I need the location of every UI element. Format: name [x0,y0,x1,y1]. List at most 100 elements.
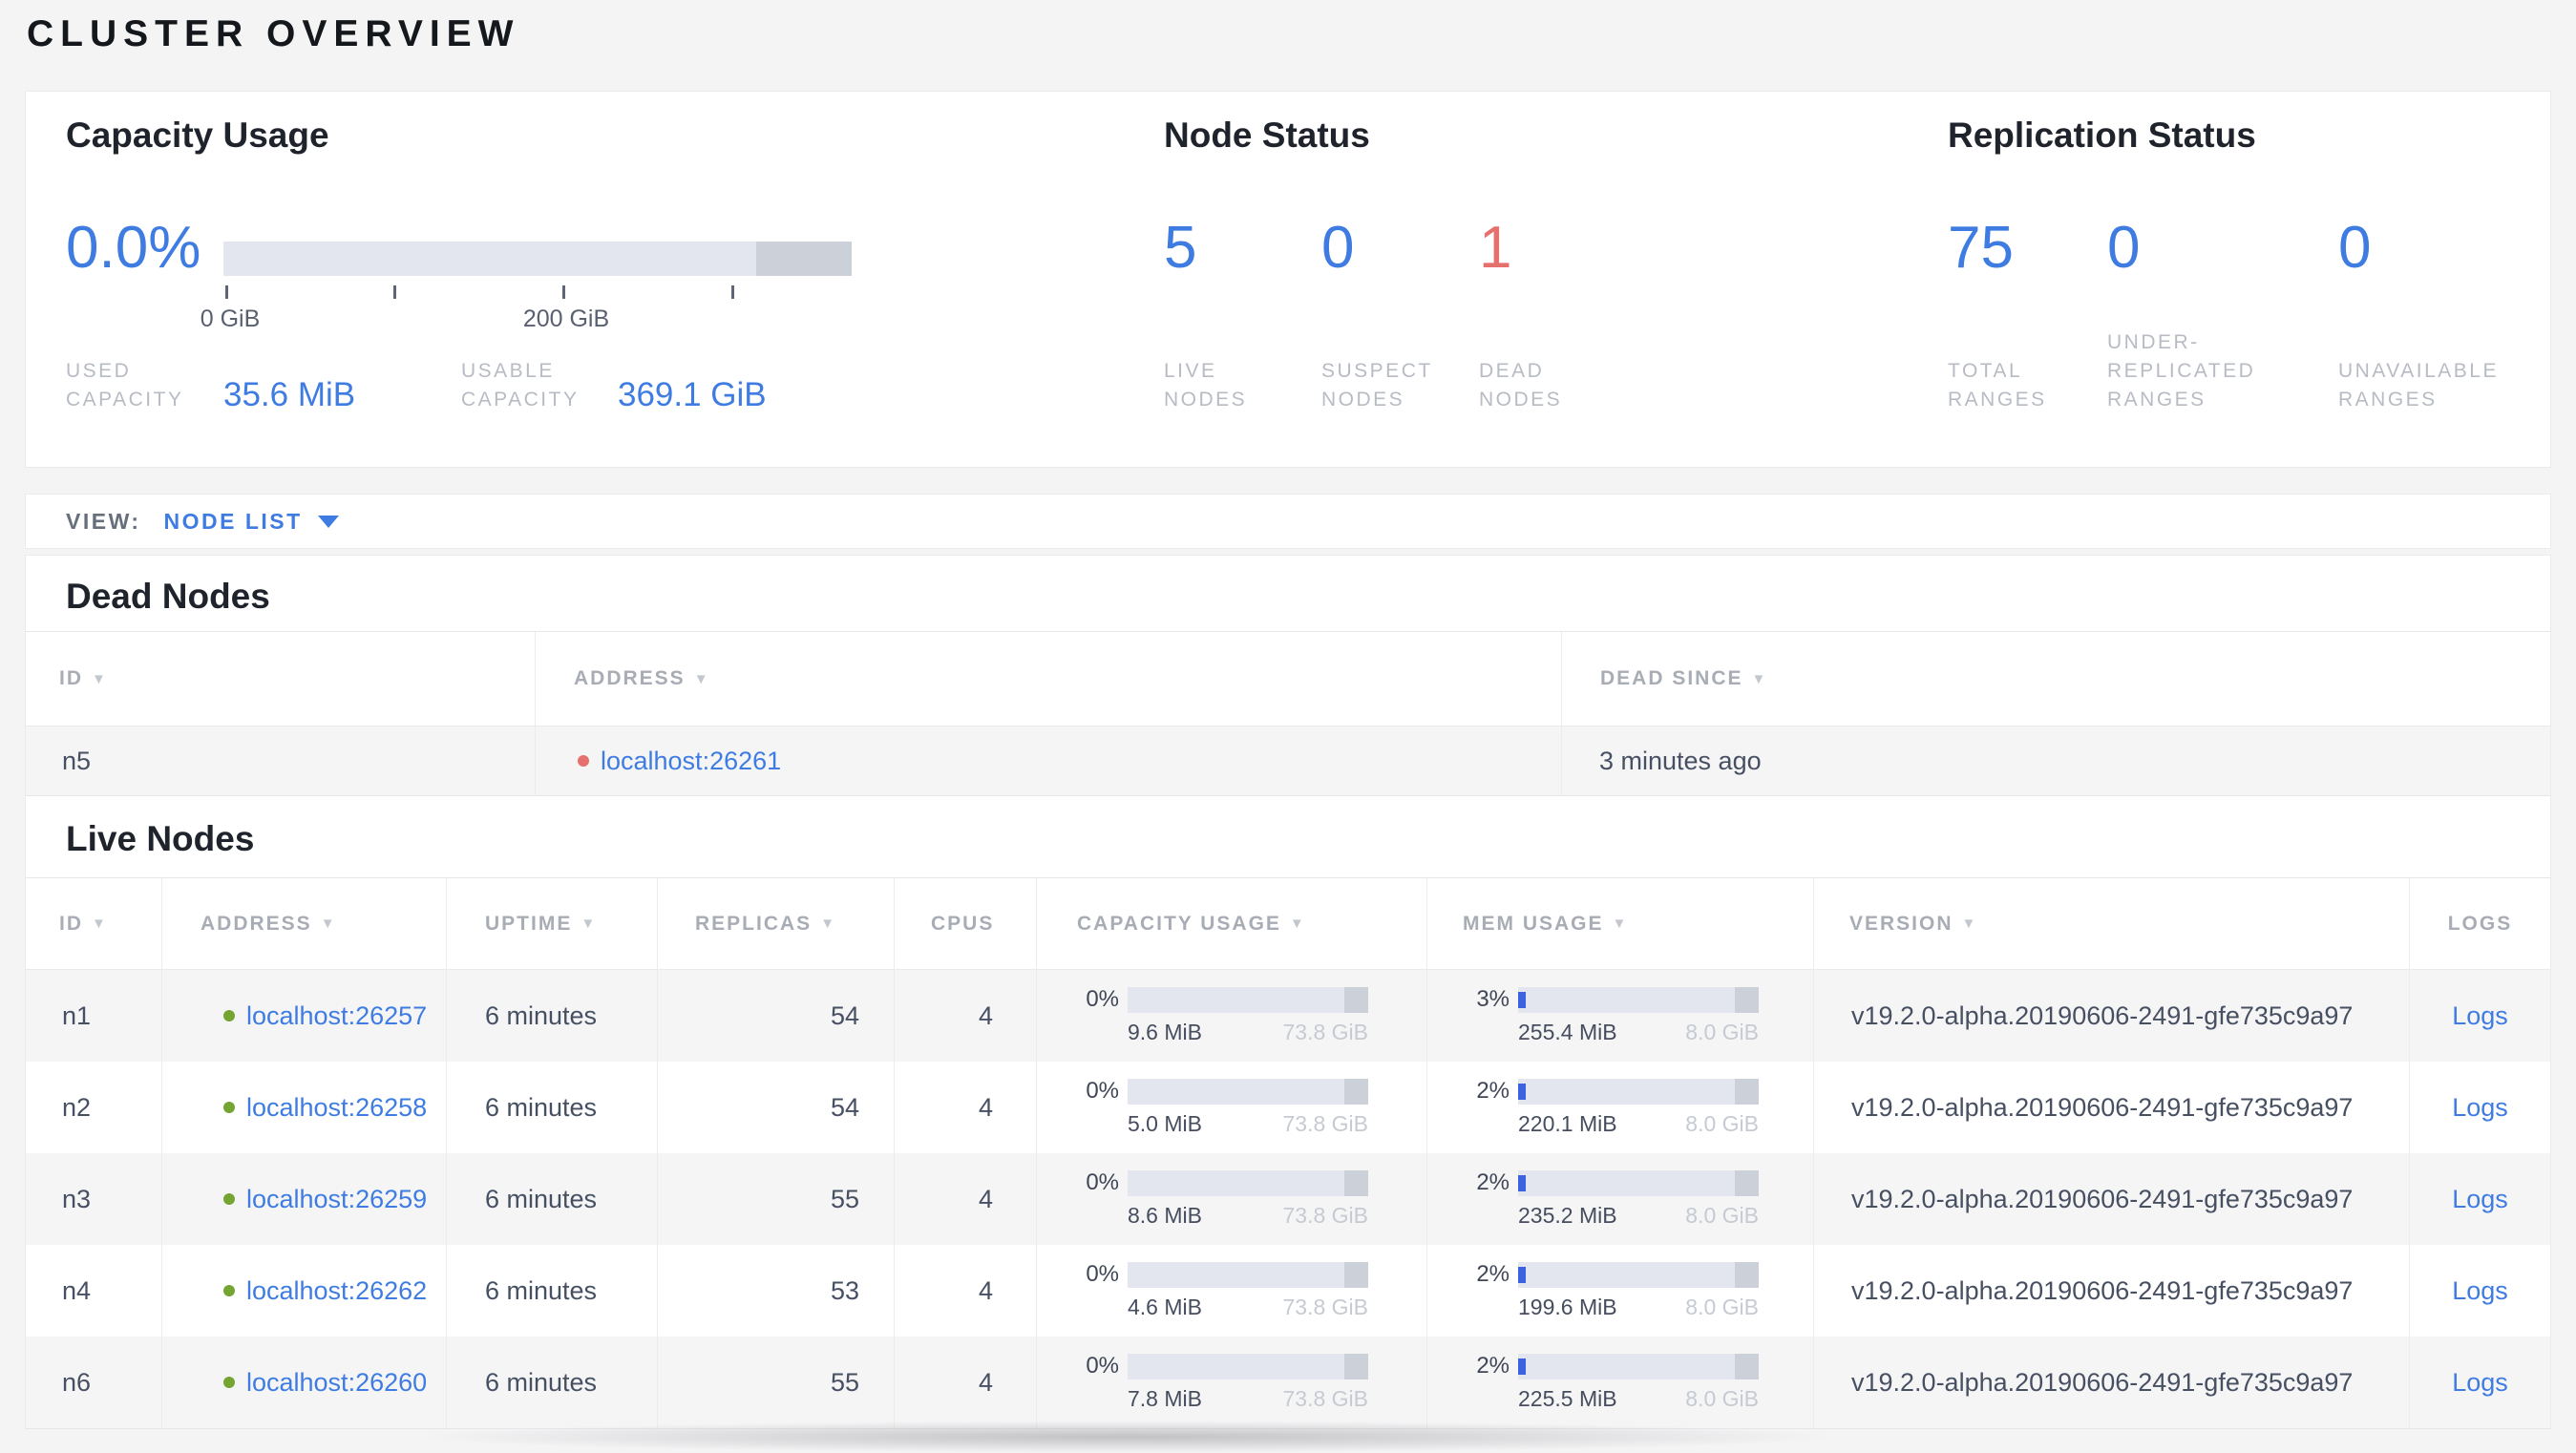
node-address-link[interactable]: localhost:26257 [246,1000,428,1030]
node-logs-link[interactable]: Logs [2452,1092,2508,1122]
col-header-label: VERSION [1849,912,1953,935]
usage-bar-track [1128,1078,1368,1105]
usable-capacity-label: USABLE CAPACITY [461,360,580,411]
node-logs-link[interactable]: Logs [2452,1000,2508,1030]
cell-dead_since: 3 minutes ago [1562,726,2550,795]
node-address-link[interactable]: localhost:26258 [246,1092,428,1122]
version-value: v19.2.0-alpha.20190606-2491-gfe735c9a97 [1851,1092,2354,1122]
cell-replicas: 55 [658,1153,895,1245]
col-header-label: UPTIME [485,912,573,935]
usage-pct: 0% [1086,986,1119,1012]
node-logs-link[interactable]: Logs [2452,1367,2508,1397]
usage-pct: 0% [1086,1169,1119,1195]
usage-total-value: 8.0 GiB [1685,1111,1759,1136]
usage-pct: 2% [1476,1078,1510,1104]
usage-bar-row: 0% [1037,1078,1426,1105]
col-header-label: MEM USAGE [1463,912,1604,935]
node-status-dot [223,1193,235,1205]
usage-bar-row: 3% [1427,986,1813,1013]
sort-desc-icon: ▼ [1751,670,1768,687]
node-status-heading: Node Status [1164,116,1370,155]
col-header-cpus: CPUS [895,878,1037,969]
sort-desc-icon: ▼ [1289,916,1306,932]
page-title: CLUSTER OVERVIEW [27,13,520,54]
col-header-uptime[interactable]: UPTIME ▼ [447,878,658,969]
usage-bar-cap-segment [1735,1261,1759,1288]
cell-version: v19.2.0-alpha.20190606-2491-gfe735c9a97 [1814,1245,2410,1337]
cell-cpus: 4 [895,1337,1037,1428]
col-header-capacity[interactable]: CAPACITY USAGE ▼ [1037,878,1427,969]
usage-used-value: 220.1 MiB [1518,1111,1617,1136]
col-header-mem[interactable]: MEM USAGE ▼ [1427,878,1814,969]
unavailable-ranges-label: UNAVAILABLE RANGES [2338,360,2499,411]
cell-id: n1 [26,970,162,1062]
usage-bar-track [1128,1169,1368,1196]
table-row: n4 localhost:26262 6 minutes 53 4 0% 4.6 MiB 73… [26,1245,2550,1337]
col-header-version[interactable]: VERSION ▼ [1814,878,2410,969]
capacity-bar-cap-segment [756,242,852,276]
usage-bar-row: 0% [1037,1261,1426,1288]
replicas-value: 54 [830,1000,859,1030]
cell-uptime: 6 minutes [447,1337,658,1428]
node-address-link[interactable]: localhost:26262 [246,1275,428,1305]
cell-uptime: 6 minutes [447,1062,658,1153]
table-row: n2 localhost:26258 6 minutes 54 4 0% 5.0 MiB 73… [26,1062,2550,1153]
col-header-id[interactable]: ID ▼ [26,632,536,726]
cpus-value: 4 [978,1000,993,1030]
col-header-dead_since[interactable]: DEAD SINCE ▼ [1562,632,2550,726]
usage-bar-track [1518,1353,1759,1379]
dead-nodes-table: ID ▼ ADDRESS ▼ DEAD SINCE ▼ n5 localhost:26261 3… [26,631,2550,796]
col-header-label: ADDRESS [574,667,686,689]
usage-values-row: 235.2 MiB 8.0 GiB [1518,1203,1759,1229]
sort-desc-icon: ▼ [693,670,710,687]
dead_since-value: 3 minutes ago [1599,746,1762,775]
chevron-down-icon [317,515,339,528]
cell-mem: 2% 199.6 MiB 8.0 GiB [1427,1245,1814,1337]
col-header-label: CAPACITY USAGE [1077,912,1281,935]
cell-cpus: 4 [895,970,1037,1062]
cell-address: localhost:26260 [162,1337,447,1428]
cell-mem: 2% 220.1 MiB 8.0 GiB [1427,1062,1814,1153]
usage-used-value: 4.6 MiB [1128,1295,1202,1319]
cell-capacity: 0% 9.6 MiB 73.8 GiB [1037,970,1427,1062]
cell-capacity: 0% 5.0 MiB 73.8 GiB [1037,1062,1427,1153]
node-address-link[interactable]: localhost:26261 [601,746,782,775]
col-header-address[interactable]: ADDRESS ▼ [536,632,1562,726]
replicas-value: 53 [830,1275,859,1305]
under-replicated-ranges-label: UNDER- REPLICATED RANGES [2107,331,2256,411]
usage-bar-track [1128,986,1368,1013]
view-dropdown[interactable]: NODE LIST [164,509,339,535]
usage-bar-track [1518,986,1759,1013]
suspect-nodes-label: SUSPECT NODES [1321,360,1433,411]
col-header-label: DEAD SINCE [1600,667,1743,689]
view-selector-bar: VIEW: NODE LIST [25,494,2551,549]
node-address-link[interactable]: localhost:26260 [246,1367,428,1397]
used-capacity-value: 35.6 MiB [223,376,356,413]
col-header-id[interactable]: ID ▼ [26,878,162,969]
cluster-summary-card: Capacity Usage 0.0% 0 GiB 200 GiB USED C… [25,91,2551,468]
cell-replicas: 54 [658,1062,895,1153]
col-header-address[interactable]: ADDRESS ▼ [162,878,447,969]
cell-id: n6 [26,1337,162,1428]
usage-bar-track [1518,1078,1759,1105]
node-logs-link[interactable]: Logs [2452,1184,2508,1213]
col-header-replicas[interactable]: REPLICAS ▼ [658,878,895,969]
cpus-value: 4 [978,1184,993,1213]
usage-bar-cap-segment [1344,1078,1368,1105]
mem-usage: 2% 220.1 MiB 8.0 GiB [1427,1078,1813,1137]
id-value: n1 [62,1000,92,1030]
usage-used-value: 255.4 MiB [1518,1020,1617,1044]
usage-used-value: 199.6 MiB [1518,1295,1617,1319]
node-address-link[interactable]: localhost:26259 [246,1184,428,1213]
dead-nodes-heading: Dead Nodes [66,577,270,616]
node-logs-link[interactable]: Logs [2452,1275,2508,1305]
replicas-value: 55 [830,1367,859,1397]
view-dropdown-value[interactable]: NODE LIST [163,508,303,534]
table-row: n1 localhost:26257 6 minutes 54 4 0% 9.6 MiB 73… [26,970,2550,1062]
sort-desc-icon: ▼ [581,916,598,932]
usage-total-value: 8.0 GiB [1685,1295,1759,1319]
cell-cpus: 4 [895,1062,1037,1153]
capacity-usage: 0% 7.8 MiB 73.8 GiB [1037,1353,1426,1412]
usage-used-value: 5.0 MiB [1128,1111,1202,1136]
used-capacity-label: USED CAPACITY [66,360,184,411]
